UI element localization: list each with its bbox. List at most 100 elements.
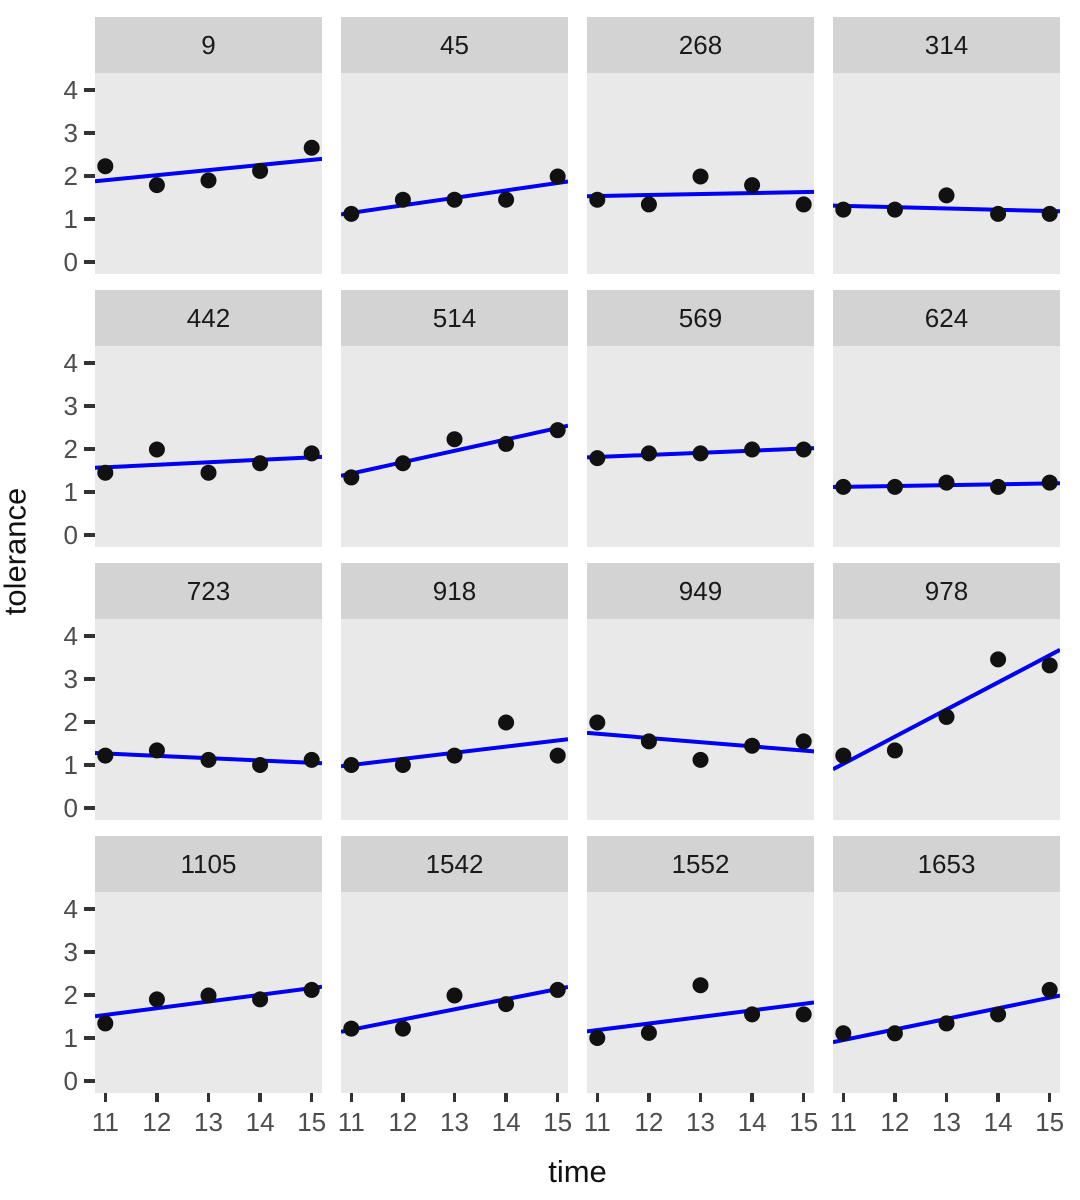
facet-panel bbox=[833, 346, 1060, 547]
data-point bbox=[640, 445, 657, 462]
y-tick-mark bbox=[84, 806, 95, 810]
facet-panel bbox=[341, 892, 568, 1093]
data-point bbox=[744, 177, 761, 194]
y-tick-label: 4 bbox=[63, 348, 78, 379]
data-point bbox=[886, 742, 903, 759]
data-point bbox=[303, 139, 320, 156]
y-tick-label: 2 bbox=[63, 161, 78, 192]
data-point bbox=[343, 1020, 360, 1037]
data-point bbox=[303, 445, 320, 462]
x-tick-mark bbox=[996, 1093, 1000, 1102]
data-point bbox=[498, 191, 515, 208]
data-point bbox=[692, 751, 709, 768]
y-axis-title: tolerance bbox=[0, 487, 33, 616]
y-tick-mark bbox=[84, 260, 95, 264]
y-tick-label: 0 bbox=[63, 1066, 78, 1096]
y-tick-mark bbox=[84, 677, 95, 681]
data-point bbox=[938, 187, 955, 204]
data-point bbox=[1041, 981, 1058, 998]
y-tick-mark bbox=[84, 950, 95, 954]
facet-strip-label: 9 bbox=[95, 17, 322, 73]
data-point bbox=[549, 981, 566, 998]
y-tick-label: 3 bbox=[63, 937, 78, 968]
data-point bbox=[549, 747, 566, 764]
data-point bbox=[886, 478, 903, 495]
x-tick-mark bbox=[801, 1093, 806, 1102]
x-tick-mark bbox=[893, 1093, 897, 1102]
facet-strip-label: 45 bbox=[341, 17, 568, 73]
x-tick-mark bbox=[401, 1093, 405, 1102]
y-tick-label: 1 bbox=[63, 204, 78, 234]
x-tick-label: 11 bbox=[337, 1107, 365, 1137]
y-tick-label: 3 bbox=[63, 664, 78, 695]
x-axis-title: time bbox=[548, 1154, 607, 1189]
data-point bbox=[148, 177, 165, 194]
x-tick-mark bbox=[103, 1093, 108, 1102]
y-tick-label: 0 bbox=[63, 247, 78, 277]
x-tick-label: 13 bbox=[932, 1107, 961, 1137]
facet-panel bbox=[833, 892, 1060, 1093]
data-point bbox=[97, 464, 114, 481]
facet-panel bbox=[95, 619, 322, 820]
y-tick-label: 2 bbox=[63, 707, 78, 738]
data-point bbox=[692, 977, 709, 994]
y-tick-label: 2 bbox=[63, 980, 78, 1011]
y-tick-label: 4 bbox=[63, 894, 78, 925]
y-tick-label: 2 bbox=[63, 434, 78, 465]
x-tick-label: 11 bbox=[583, 1107, 611, 1137]
x-tick-mark bbox=[504, 1093, 508, 1102]
data-point bbox=[303, 751, 320, 768]
y-tick-label: 0 bbox=[63, 793, 78, 823]
data-point bbox=[446, 747, 463, 764]
x-tick-label: 15 bbox=[1035, 1107, 1065, 1137]
x-tick-label: 11 bbox=[91, 1107, 119, 1137]
facet-panel bbox=[833, 73, 1060, 274]
x-tick-mark bbox=[309, 1093, 314, 1102]
data-point bbox=[589, 191, 606, 208]
data-point bbox=[148, 742, 165, 759]
data-point bbox=[394, 455, 411, 472]
data-point bbox=[589, 1030, 606, 1047]
data-point bbox=[990, 205, 1007, 222]
data-point bbox=[394, 757, 411, 774]
data-point bbox=[148, 991, 165, 1008]
x-tick-mark bbox=[206, 1093, 211, 1102]
data-point bbox=[744, 737, 761, 754]
facet-strip-label: 1105 bbox=[95, 836, 322, 892]
data-point bbox=[886, 1025, 903, 1042]
facet-panel bbox=[95, 346, 322, 547]
data-point bbox=[795, 733, 812, 750]
x-tick-mark bbox=[750, 1093, 754, 1102]
data-point bbox=[692, 168, 709, 185]
x-tick-mark bbox=[698, 1093, 703, 1102]
y-tick-mark bbox=[84, 131, 95, 135]
data-point bbox=[990, 1006, 1007, 1023]
data-point bbox=[795, 441, 812, 458]
facet-strip-label: 569 bbox=[587, 290, 814, 346]
x-tick-mark bbox=[349, 1093, 354, 1102]
facet-panel bbox=[341, 619, 568, 820]
data-point bbox=[835, 1025, 852, 1042]
x-tick-mark bbox=[647, 1093, 651, 1102]
y-tick-mark bbox=[84, 361, 95, 365]
facet-strip-label: 1542 bbox=[341, 836, 568, 892]
facet-panel bbox=[833, 619, 1060, 820]
data-point bbox=[835, 478, 852, 495]
data-point bbox=[1041, 657, 1058, 674]
data-point bbox=[589, 714, 606, 731]
data-point bbox=[446, 987, 463, 1004]
data-point bbox=[1041, 474, 1058, 491]
data-point bbox=[549, 422, 566, 439]
data-point bbox=[990, 651, 1007, 668]
data-point bbox=[97, 158, 114, 175]
x-tick-mark bbox=[595, 1093, 600, 1102]
x-tick-label: 15 bbox=[789, 1107, 819, 1137]
data-point bbox=[200, 464, 217, 481]
facet-panel bbox=[587, 892, 814, 1093]
y-tick-mark bbox=[84, 174, 95, 178]
y-tick-mark bbox=[84, 1079, 95, 1083]
data-point bbox=[640, 1024, 657, 1041]
x-tick-label: 13 bbox=[440, 1107, 469, 1137]
x-tick-mark bbox=[258, 1093, 262, 1102]
